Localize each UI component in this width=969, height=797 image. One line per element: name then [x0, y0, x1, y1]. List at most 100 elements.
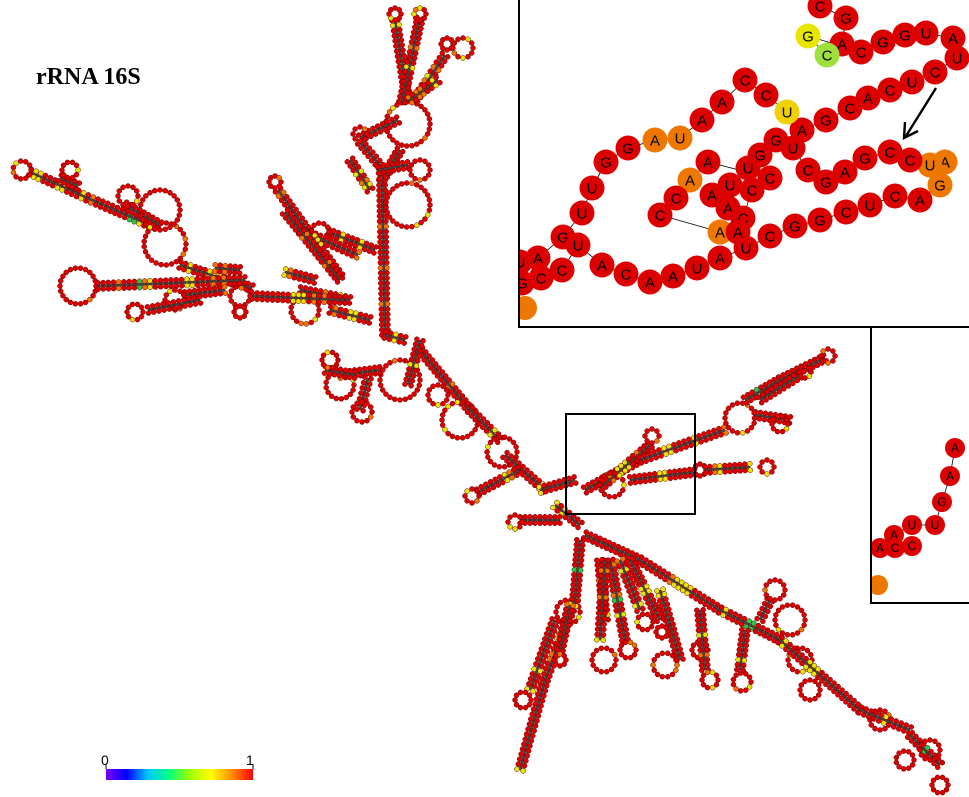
nucleotide-letter: U [921, 25, 932, 42]
nucleotide-letter: G [622, 140, 634, 157]
nucleotide-letter: G [770, 132, 782, 149]
nucleotide [922, 59, 948, 85]
nucleotide [833, 199, 859, 225]
nucleotide-letter: U [675, 130, 686, 147]
nucleotide [677, 167, 703, 193]
nucleotide [944, 45, 969, 71]
nucleotide [753, 82, 779, 108]
nucleotide [707, 219, 733, 245]
nucleotide-letter: C [655, 207, 666, 224]
nucleotide-letter: C [557, 262, 568, 279]
nucleotide-letter: C [671, 190, 682, 207]
nucleotide-letter: U [788, 140, 799, 157]
nucleotide-letter: A [715, 250, 725, 267]
nucleotide-letter: C [803, 162, 814, 179]
nucleotide-letter: A [840, 164, 850, 181]
nucleotide-letter: C [815, 0, 826, 15]
nucleotide-letter: U [931, 518, 940, 532]
nucleotide-letter: U [743, 160, 754, 177]
nucleotide-letter: C [908, 539, 917, 553]
nucleotide [885, 538, 905, 558]
nucleotide-letter: G [814, 212, 826, 229]
nucleotide-letter: A [863, 90, 873, 107]
nucleotide-letter: A [723, 200, 733, 217]
nucleotide [813, 107, 839, 133]
nucleotide-letter: U [577, 205, 588, 222]
nucleotide [569, 200, 595, 226]
nucleotide-letter: C [765, 170, 776, 187]
nucleotide-letter: U [692, 260, 703, 277]
nucleotide [902, 515, 922, 535]
nucleotide [795, 157, 821, 183]
nucleotide [940, 466, 960, 486]
nucleotide [732, 67, 758, 93]
nucleotide [795, 23, 821, 49]
nucleotide-letter: A [597, 257, 607, 274]
nucleotide-letter: C [885, 144, 896, 161]
nucleotide-letter: A [940, 154, 950, 171]
nucleotide-letter: A [948, 30, 958, 47]
nucleotide-letter: A [697, 112, 707, 129]
nucleotide [852, 145, 878, 171]
nucleotide-letter: C [761, 87, 772, 104]
nucleotide [774, 99, 800, 125]
nucleotide-letter: G [820, 174, 832, 191]
nucleotide-letter: A [837, 36, 847, 53]
nucleotide-letter: C [621, 266, 632, 283]
nucleotide [857, 192, 883, 218]
nucleotide-letter: U [587, 180, 598, 197]
nucleotide [695, 149, 721, 175]
colorbar-max-label: 1 [246, 752, 254, 768]
nucleotide [917, 152, 943, 178]
nucleotide [871, 538, 890, 558]
nucleotide [848, 39, 874, 65]
nucleotide [807, 207, 833, 233]
nucleotide-letter: G [754, 147, 766, 164]
figure-title: rRNA 16S [36, 64, 141, 90]
nucleotide-letter: U [573, 237, 584, 254]
nucleotide-letter: C [765, 228, 776, 245]
nucleotide [637, 269, 663, 295]
nucleotide [877, 77, 903, 103]
colorbar-min-label: 0 [101, 752, 109, 768]
nucleotide [593, 149, 619, 175]
nucleotide-letter: U [515, 254, 526, 271]
nucleotide-letter: U [741, 240, 752, 257]
nucleotide [899, 69, 925, 95]
nucleotide [945, 438, 965, 458]
rna-structure [10, 5, 951, 796]
nucleotide [837, 95, 863, 121]
nucleotide-letter: C [740, 72, 751, 89]
nucleotide [907, 187, 933, 213]
nucleotide [877, 139, 903, 165]
pointer-arrow [902, 87, 938, 141]
nucleotide-letter: G [899, 27, 911, 44]
nucleotide-letter: C [738, 210, 749, 227]
nucleotide-letter: G [934, 177, 946, 194]
nucleotide-letter: C [536, 270, 547, 287]
nucleotide [757, 223, 783, 249]
nucleotide-letter: C [905, 152, 916, 169]
nucleotide-letter: U [907, 74, 918, 91]
nucleotide [660, 263, 686, 289]
nucleotide-letter: A [733, 224, 743, 241]
nucleotide [663, 185, 689, 211]
nucleotide [807, 0, 833, 19]
nucleotide-letter: C [841, 204, 852, 221]
nucleotide [902, 536, 922, 556]
nucleotide-letter: G [840, 10, 852, 27]
nucleotide [689, 107, 715, 133]
nucleotide-letter: C [891, 541, 900, 555]
nucleotide-letter: G [802, 28, 814, 45]
nucleotide-letter: G [557, 229, 569, 246]
nucleotide-letter: A [533, 250, 543, 267]
nucleotide-letter: U [925, 157, 936, 174]
zoom-selection-box [565, 413, 696, 515]
nucleotide-letter: A [645, 274, 655, 291]
nucleotide [565, 232, 591, 258]
nucleotide-letter: A [876, 541, 884, 555]
nucleotide [925, 515, 945, 535]
